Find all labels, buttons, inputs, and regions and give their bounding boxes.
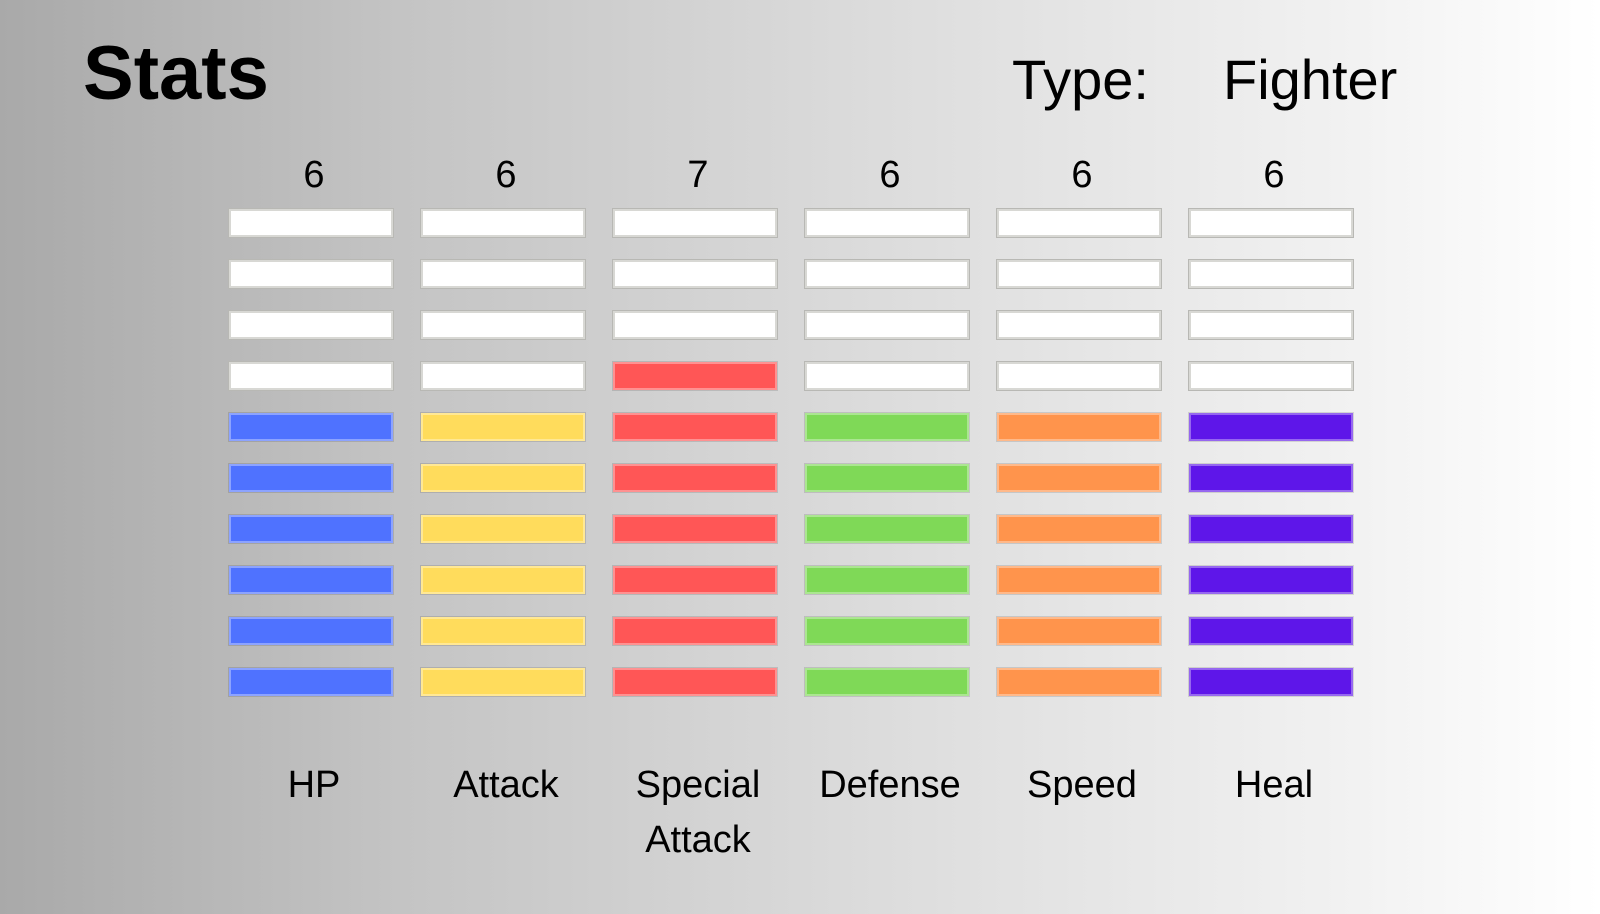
stat-bar-empty bbox=[229, 209, 393, 237]
stat-bar-empty bbox=[805, 209, 969, 237]
stat-bar-filled bbox=[229, 668, 393, 696]
stat-bar-filled bbox=[805, 566, 969, 594]
stat-bar-filled bbox=[421, 617, 585, 645]
stat-bar-filled bbox=[421, 413, 585, 441]
stat-value: 6 bbox=[879, 154, 901, 196]
stat-bar-empty bbox=[1189, 209, 1353, 237]
stat-bar-filled bbox=[613, 566, 777, 594]
stat-value: 7 bbox=[687, 154, 709, 196]
stat-bar-filled bbox=[421, 515, 585, 543]
stat-bar-filled bbox=[613, 413, 777, 441]
stat-label: Heal bbox=[1234, 764, 1314, 806]
stat-bar-filled bbox=[421, 464, 585, 492]
stat-bar-empty bbox=[805, 362, 969, 390]
stat-column-hp: 6 HP bbox=[229, 150, 399, 806]
stat-bar-empty bbox=[997, 260, 1161, 288]
stat-bar-filled bbox=[805, 464, 969, 492]
stat-label: Speed bbox=[1027, 764, 1137, 806]
stats-panel: 6 HP 6 Attack 7 Special Attack 6 Defense… bbox=[229, 150, 1399, 870]
stat-bar-empty bbox=[1189, 260, 1353, 288]
stat-bar-empty bbox=[229, 260, 393, 288]
stat-bar-filled bbox=[1189, 515, 1353, 543]
stat-bar-filled bbox=[1189, 566, 1353, 594]
stat-bar-empty bbox=[805, 311, 969, 339]
stat-bar-filled bbox=[805, 668, 969, 696]
stat-bar-empty bbox=[229, 311, 393, 339]
stat-bar-filled bbox=[997, 566, 1161, 594]
stat-value: 6 bbox=[495, 154, 517, 196]
stat-bar-empty bbox=[613, 209, 777, 237]
stat-bar-filled bbox=[229, 566, 393, 594]
stat-bar-filled bbox=[1189, 413, 1353, 441]
stat-bar-filled bbox=[997, 668, 1161, 696]
stat-label: Defense bbox=[819, 764, 961, 806]
stat-bar-empty bbox=[997, 209, 1161, 237]
stat-column-defense: 6 Defense bbox=[805, 150, 975, 806]
stat-bar-filled bbox=[805, 617, 969, 645]
stat-bar-filled bbox=[805, 413, 969, 441]
type-value: Fighter bbox=[1223, 48, 1398, 111]
stat-bar-empty bbox=[613, 311, 777, 339]
stat-bar-filled bbox=[613, 464, 777, 492]
stat-column-heal: 6 Heal bbox=[1189, 150, 1359, 806]
stat-bar-filled bbox=[229, 464, 393, 492]
stat-value: 6 bbox=[1263, 154, 1285, 196]
stat-bar-filled bbox=[421, 566, 585, 594]
stat-bar-filled bbox=[1189, 617, 1353, 645]
stat-bar-filled bbox=[229, 515, 393, 543]
stat-bar-empty bbox=[421, 311, 585, 339]
stat-column-speed: 6 Speed bbox=[997, 150, 1167, 806]
stat-bar-empty bbox=[229, 362, 393, 390]
stat-label: Attack bbox=[453, 764, 559, 806]
stat-bar-empty bbox=[1189, 362, 1353, 390]
stat-label: Special Attack bbox=[635, 764, 761, 861]
stat-bar-filled bbox=[229, 617, 393, 645]
stat-bar-empty bbox=[421, 362, 585, 390]
stat-bar-filled bbox=[613, 617, 777, 645]
stat-bar-filled bbox=[613, 515, 777, 543]
stat-bar-filled bbox=[1189, 464, 1353, 492]
stat-bar-filled bbox=[613, 362, 777, 390]
stat-bar-empty bbox=[997, 311, 1161, 339]
stat-bar-empty bbox=[421, 260, 585, 288]
stat-value: 6 bbox=[303, 154, 325, 196]
stat-value: 6 bbox=[1071, 154, 1093, 196]
stat-label: HP bbox=[287, 764, 341, 806]
stat-bar-filled bbox=[997, 464, 1161, 492]
stat-bar-filled bbox=[613, 668, 777, 696]
stat-bar-filled bbox=[421, 668, 585, 696]
stat-bar-empty bbox=[997, 362, 1161, 390]
type-label: Type: bbox=[1012, 48, 1149, 111]
page-title: Stats bbox=[83, 31, 269, 116]
stat-bar-empty bbox=[1189, 311, 1353, 339]
stat-bar-empty bbox=[613, 260, 777, 288]
stat-bar-filled bbox=[1189, 668, 1353, 696]
stat-bar-filled bbox=[997, 515, 1161, 543]
stat-bar-empty bbox=[805, 260, 969, 288]
stat-bar-filled bbox=[229, 413, 393, 441]
stat-bar-filled bbox=[997, 413, 1161, 441]
stat-column-special-attack: 7 Special Attack bbox=[613, 150, 783, 861]
stat-bar-empty bbox=[421, 209, 585, 237]
stat-bar-filled bbox=[805, 515, 969, 543]
stat-column-attack: 6 Attack bbox=[421, 150, 591, 806]
stat-bar-filled bbox=[997, 617, 1161, 645]
